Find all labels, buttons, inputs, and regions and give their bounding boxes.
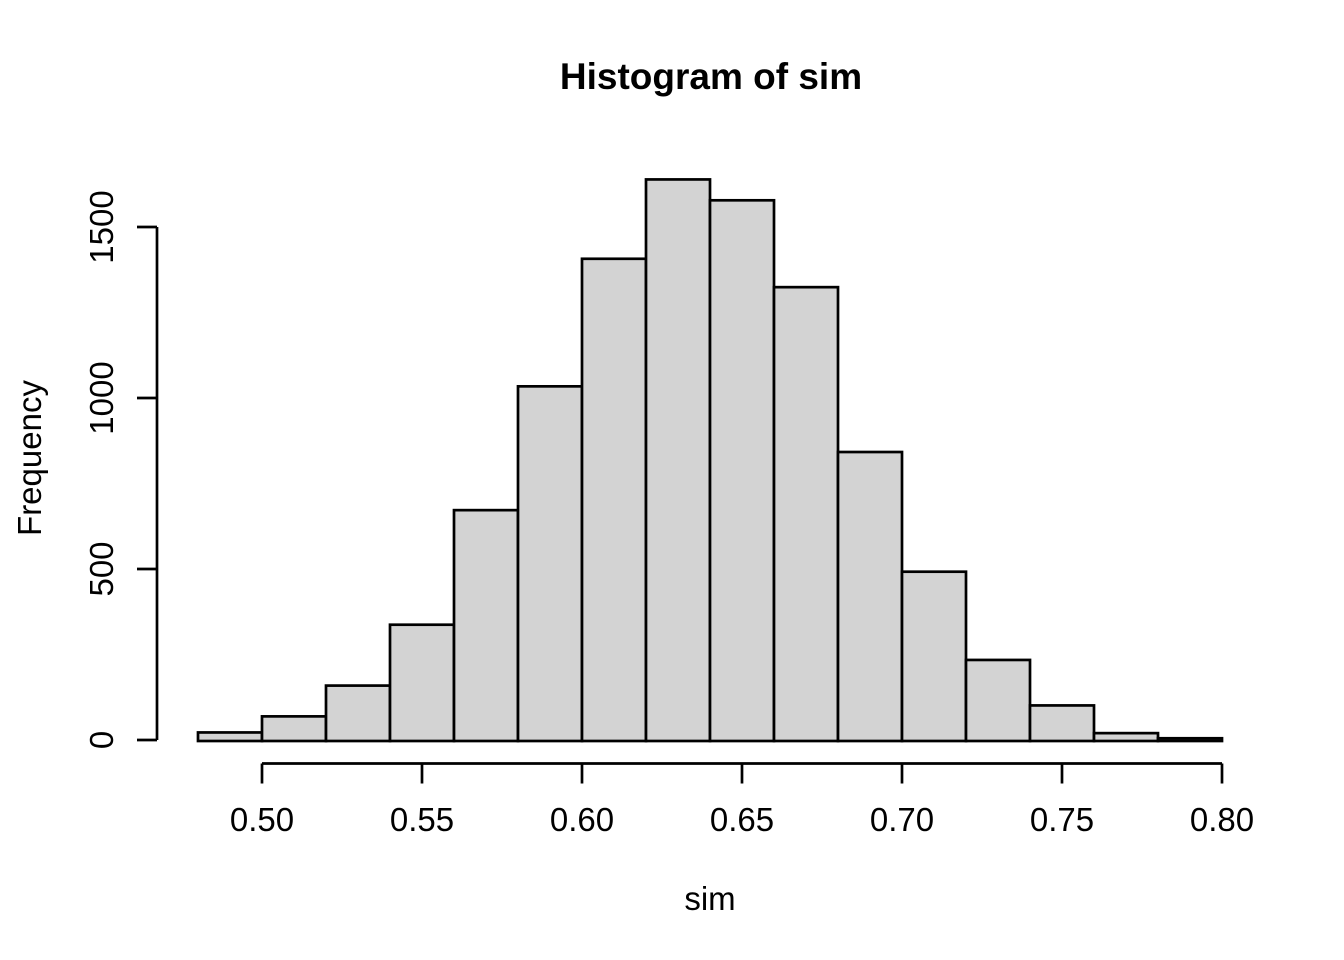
x-tick-label: 0.65 — [710, 801, 774, 838]
y-axis-label: Frequency — [11, 380, 48, 536]
x-tick-label: 0.75 — [1030, 801, 1094, 838]
y-tick-label: 1500 — [83, 190, 120, 263]
histogram-bar — [900, 570, 968, 743]
histogram-bar — [836, 450, 904, 743]
histogram-bar — [1156, 736, 1224, 743]
y-tick-label: 0 — [83, 731, 120, 749]
x-tick-label: 0.70 — [870, 801, 934, 838]
histogram-bar — [260, 715, 328, 743]
histogram-bar — [580, 257, 648, 743]
y-tick-label: 500 — [83, 541, 120, 596]
histogram-bar — [388, 623, 456, 743]
chart-title: Histogram of sim — [559, 56, 863, 97]
x-tick-label: 0.60 — [550, 801, 614, 838]
histogram-bar — [516, 384, 584, 743]
x-tick-label: 0.80 — [1190, 801, 1254, 838]
x-tick-label: 0.50 — [230, 801, 294, 838]
histogram-bar — [708, 198, 776, 743]
histogram-bar — [1028, 704, 1096, 743]
histogram-bar — [196, 731, 264, 743]
histogram-bar — [644, 178, 712, 743]
histogram-bar — [324, 684, 392, 743]
histogram-bar — [964, 658, 1032, 743]
histogram-bar — [772, 285, 840, 743]
histogram-bar — [1092, 731, 1160, 743]
histogram-bar — [452, 508, 520, 743]
x-tick-label: 0.55 — [390, 801, 454, 838]
y-tick-label: 1000 — [83, 361, 120, 434]
x-axis-label: sim — [684, 880, 736, 917]
